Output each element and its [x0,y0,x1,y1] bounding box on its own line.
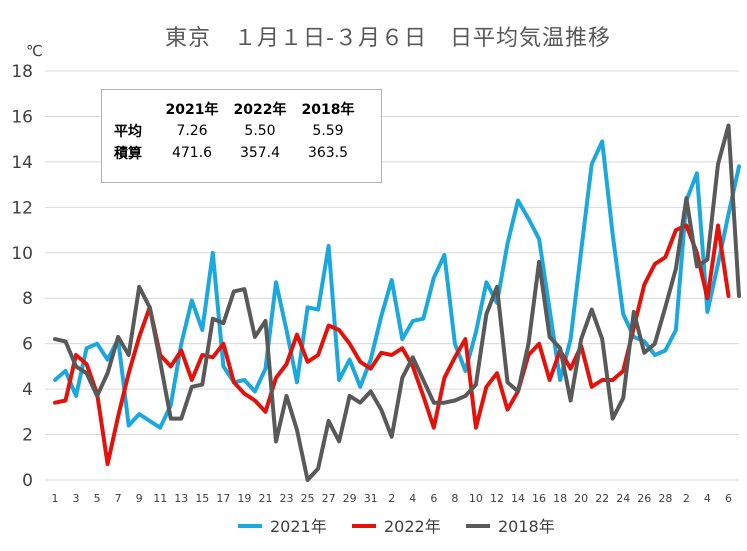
stats-header: 2021年 [165,102,219,118]
y-tick-label: 2 [22,426,33,446]
y-tick-label: 12 [11,198,33,218]
series-line-2021年 [53,139,741,430]
series-line-2018年 [53,123,741,482]
legend-label: 2022年 [384,517,441,536]
y-tick-label: 10 [11,244,33,264]
x-tick-label: 24 [616,492,630,505]
x-tick-label: 8 [451,492,458,505]
x-tick-label: 19 [237,492,251,505]
legend-label: 2021年 [270,517,327,536]
x-tick-label: 17 [216,492,230,505]
series-lines [53,123,741,482]
stats-value: 5.59 [312,123,344,139]
y-tick-label: 14 [11,153,33,173]
stats-corner [114,98,158,120]
y-tick-label: 6 [22,335,33,355]
stats-row-label: 平均 [114,124,142,140]
x-tick-label: 6 [430,492,437,505]
x-tick-label: 28 [658,492,672,505]
legend-label: 2018年 [498,517,555,536]
x-tick-label: 11 [153,492,167,505]
series-line-2022年 [53,223,731,467]
x-axis-ticks: 1 3 5 7 9 11 13 15 17 19 21 23 25 27 29 31 2 4 6 8 10 12 14 16 1… [52,492,732,505]
stats-header: 2022年 [233,102,287,118]
stats-header-row: 2021年 2022年 2018年 [114,98,362,120]
stats-header: 2018年 [301,102,355,118]
x-tick-label: 3 [73,492,80,505]
x-tick-label: 4 [704,492,711,505]
x-tick-label: 9 [136,492,143,505]
x-tick-label: 2 [683,492,690,505]
stats-box: 2021年 2022年 2018年 平均 7.26 5.50 5.59 積算 4… [101,89,382,183]
x-tick-label: 1 [52,492,59,505]
x-tick-label: 27 [322,492,336,505]
stats-row-total: 積算 471.6 357.4 363.5 [114,142,362,164]
x-tick-label: 23 [280,492,294,505]
x-tick-label: 29 [343,492,357,505]
y-axis-ticks: 0 2 4 6 8 10 12 14 16 18 [11,62,33,491]
stats-value: 357.4 [239,145,281,161]
stats-value: 5.50 [244,123,276,139]
stats-row-label: 積算 [114,146,142,162]
x-tick-label: 21 [258,492,272,505]
x-tick-label: 7 [115,492,122,505]
y-tick-label: 0 [22,471,33,491]
y-tick-label: 4 [22,380,33,400]
x-tick-label: 4 [409,492,416,505]
y-tick-label: 18 [11,62,33,82]
stats-value: 7.26 [176,123,208,139]
x-tick-label: 10 [469,492,483,505]
x-tick-label: 31 [364,492,378,505]
x-tick-label: 14 [511,492,525,505]
y-tick-label: 16 [11,107,33,127]
x-tick-label: 15 [195,492,209,505]
y-tick-label: 8 [22,289,33,309]
x-tick-label: 5 [94,492,101,505]
x-tick-label: 6 [725,492,732,505]
stats-value: 363.5 [307,145,349,161]
x-tick-label: 16 [532,492,546,505]
x-tick-label: 20 [574,492,588,505]
x-tick-label: 13 [174,492,188,505]
gridlines [45,70,739,481]
x-tick-label: 26 [637,492,651,505]
x-tick-label: 18 [553,492,567,505]
x-tick-label: 22 [595,492,609,505]
chart-title: 東京 １月１日-３月６日 日平均気温推移 [165,26,611,51]
y-axis-unit-label: ℃ [26,42,43,60]
stats-row-average: 平均 7.26 5.50 5.59 [114,120,362,142]
x-tick-label: 12 [490,492,504,505]
x-tick-label: 2 [388,492,395,505]
legend: 2021年 2022年 2018年 [238,517,555,536]
stats-table: 2021年 2022年 2018年 平均 7.26 5.50 5.59 積算 4… [114,98,362,164]
x-tick-label: 25 [301,492,315,505]
stats-value: 471.6 [171,145,213,161]
